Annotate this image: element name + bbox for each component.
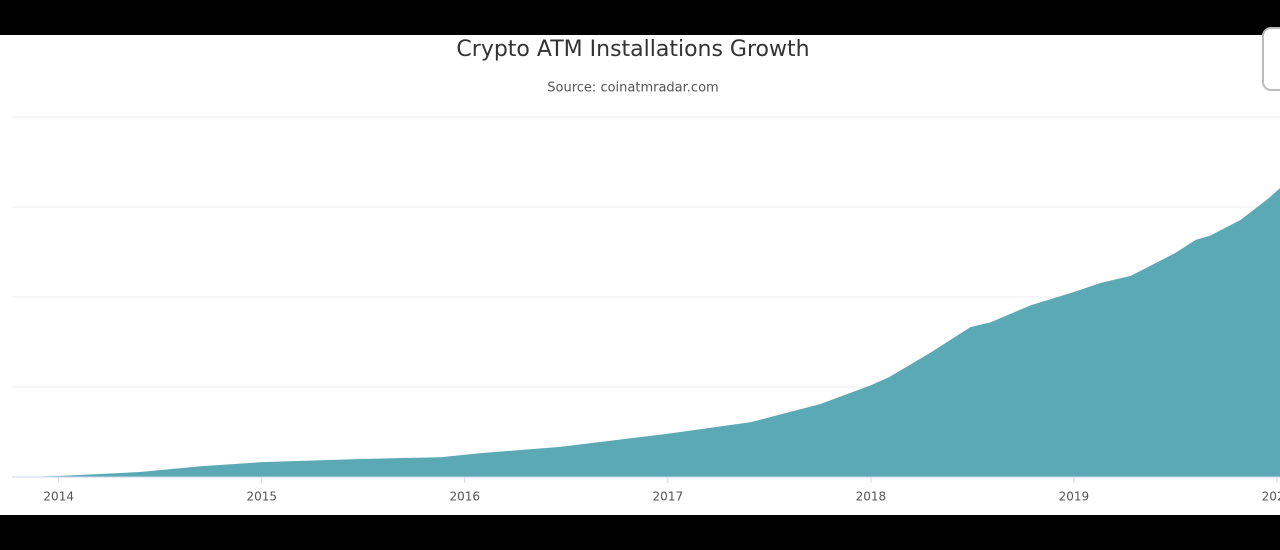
- x-tick-label: 2020: [1262, 490, 1280, 504]
- x-tick-label: 2014: [43, 490, 74, 504]
- x-tick-label: 2016: [450, 490, 481, 504]
- x-tick-label: 2019: [1059, 490, 1090, 504]
- x-tick-label: 2017: [653, 490, 684, 504]
- overlay-handle: [1262, 27, 1280, 91]
- chart-subtitle: Source: coinatmradar.com: [547, 81, 718, 96]
- area: [22, 188, 1280, 477]
- bottom-bar: [0, 515, 1280, 550]
- x-tick-label: 2015: [246, 490, 277, 504]
- x-tick-label: 2018: [856, 490, 887, 504]
- chart-title: Crypto ATM Installations Growth: [456, 37, 809, 62]
